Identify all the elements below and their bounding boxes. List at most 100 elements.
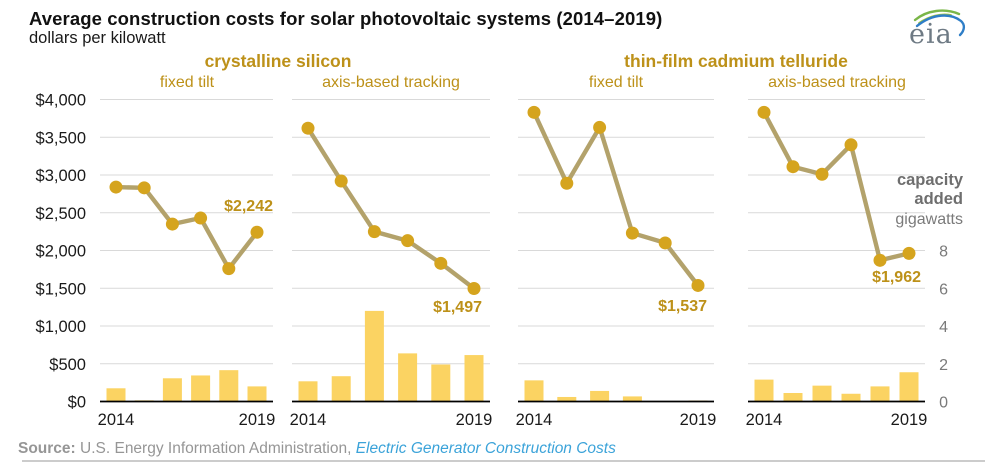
left-axis-tick: $1,000 xyxy=(36,318,86,336)
cost-point xyxy=(301,121,315,135)
bottom-divider xyxy=(22,460,985,462)
x-tick-first-year: 2014 xyxy=(746,411,783,429)
eia-logo-swoosh-icon xyxy=(913,9,966,37)
x-tick-last-year: 2019 xyxy=(680,411,717,429)
capacity-bar xyxy=(247,386,267,402)
eia-logo-text: eia xyxy=(909,19,953,50)
source-prefix: Source: xyxy=(18,440,76,457)
capacity-bar xyxy=(622,396,642,402)
panel-title-tracking-1: axis-based tracking xyxy=(322,74,460,91)
value-annotation: $2,242 xyxy=(224,198,273,215)
right-axis-tick: 4 xyxy=(939,319,948,336)
cost-line xyxy=(762,111,910,263)
cost-point xyxy=(250,225,264,239)
cost-point xyxy=(434,256,448,270)
cost-line xyxy=(532,111,700,287)
capacity-bar xyxy=(331,376,351,402)
cost-point xyxy=(844,138,858,152)
right-axis-label-line2: added xyxy=(914,190,963,208)
value-annotation: $1,537 xyxy=(658,298,707,315)
panel-title-fixed-tilt-2: fixed tilt xyxy=(588,74,644,91)
group-header-crystalline-silicon: crystalline silicon xyxy=(204,51,352,71)
cost-point xyxy=(757,105,771,119)
x-tick-first-year: 2014 xyxy=(98,411,135,429)
cost-point xyxy=(593,120,607,134)
x-tick-last-year: 2019 xyxy=(891,411,928,429)
capacity-bar xyxy=(557,396,577,402)
x-tick-last-year: 2019 xyxy=(456,411,493,429)
cost-point xyxy=(786,160,800,174)
cost-point xyxy=(873,253,887,267)
cost-point xyxy=(367,225,381,239)
right-axis-label-line1: capacity xyxy=(896,171,963,189)
cost-point xyxy=(815,167,829,181)
capacity-bar xyxy=(431,364,451,402)
cost-point xyxy=(109,180,123,194)
left-axis-tick: $500 xyxy=(49,356,86,374)
left-axis-tick: $2,500 xyxy=(36,205,86,223)
right-axis-tick: 0 xyxy=(939,395,948,412)
group-header-thin-film: thin-film cadmium telluride xyxy=(624,51,848,71)
capacity-bar xyxy=(162,378,182,402)
capacity-bar xyxy=(106,388,126,402)
cost-line xyxy=(306,127,476,291)
capacity-bar xyxy=(841,393,861,402)
left-axis-tick: $2,000 xyxy=(36,243,86,261)
capacity-bar xyxy=(464,355,484,402)
capacity-bar xyxy=(398,353,418,402)
right-axis-tick: 6 xyxy=(939,281,948,298)
right-axis-tick: 8 xyxy=(939,244,948,261)
left-axis-tick: $4,000 xyxy=(36,92,86,110)
cost-point xyxy=(691,278,705,292)
x-tick-first-year: 2014 xyxy=(516,411,553,429)
capacity-bar xyxy=(364,310,384,402)
cost-point xyxy=(902,246,916,260)
chart-panel: 2014 2019 $2,242 xyxy=(98,98,276,429)
chart-panel: 2014 2019 $1,497 xyxy=(290,98,493,429)
capacity-bar xyxy=(812,385,832,402)
capacity-bar xyxy=(524,380,544,402)
capacity-bar xyxy=(899,372,919,402)
panel-title-tracking-2: axis-based tracking xyxy=(768,74,906,91)
source-line: Source: U.S. Energy Information Administ… xyxy=(18,440,616,458)
left-axis-tick: $3,000 xyxy=(36,167,86,185)
right-axis-title: capacity added gigawatts xyxy=(895,171,963,229)
left-axis-tick: $1,500 xyxy=(36,280,86,298)
right-axis-unit: gigawatts xyxy=(895,211,963,228)
cost-point xyxy=(467,281,481,295)
chart-panel: 2014 2019 $1,962 xyxy=(746,98,928,429)
page-title: Average construction costs for solar pho… xyxy=(29,8,663,29)
cost-point xyxy=(658,236,672,250)
chart-panel: 2014 2019 $1,537 xyxy=(516,98,717,429)
left-axis-tick: $0 xyxy=(68,394,86,412)
left-axis-tick: $3,500 xyxy=(36,129,86,147)
chart-units-subtitle: dollars per kilowatt xyxy=(29,29,166,47)
capacity-bar xyxy=(870,386,890,402)
capacity-bar xyxy=(219,370,239,402)
capacity-bar xyxy=(783,393,803,402)
x-tick-first-year: 2014 xyxy=(290,411,327,429)
value-annotation: $1,962 xyxy=(872,269,921,286)
panel-title-fixed-tilt-1: fixed tilt xyxy=(159,74,215,91)
eia-logo: eia xyxy=(903,5,971,53)
cost-point xyxy=(222,262,236,276)
capacity-bar xyxy=(298,381,318,402)
capacity-bar xyxy=(191,375,211,402)
x-tick-last-year: 2019 xyxy=(239,411,276,429)
cost-point xyxy=(527,105,541,119)
cost-point xyxy=(625,226,639,240)
source-link[interactable]: Electric Generator Construction Costs xyxy=(355,440,616,457)
cost-point xyxy=(165,217,179,231)
cost-point xyxy=(194,211,208,225)
right-axis-tick: 2 xyxy=(939,357,948,374)
cost-point xyxy=(560,176,574,190)
cost-point xyxy=(334,174,348,188)
capacity-bar xyxy=(590,390,610,402)
source-text: U.S. Energy Information Administration, xyxy=(75,440,356,457)
cost-point xyxy=(401,234,415,248)
value-annotation: $1,497 xyxy=(433,299,482,316)
capacity-bar xyxy=(754,379,774,402)
cost-point xyxy=(137,181,151,195)
